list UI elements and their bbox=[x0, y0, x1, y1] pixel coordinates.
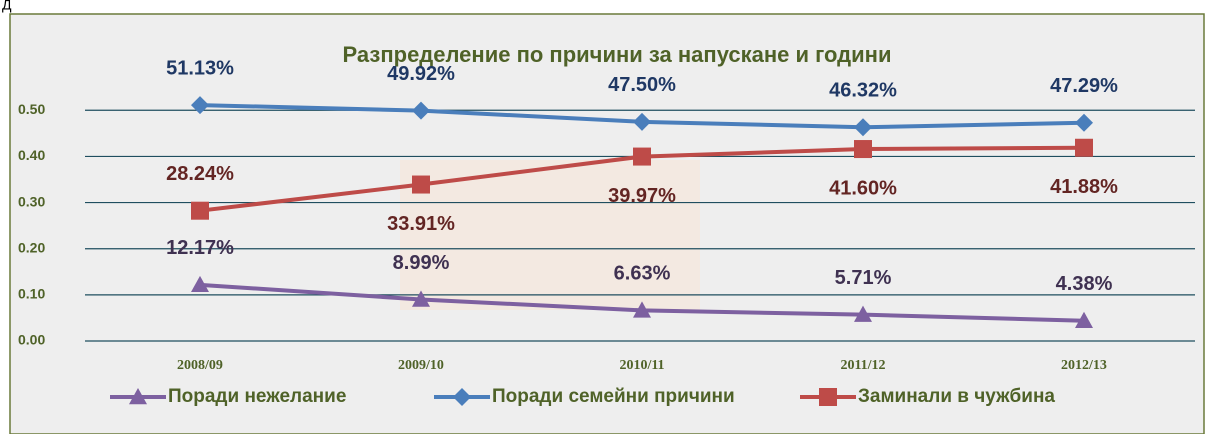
data-label: 39.97% bbox=[608, 185, 676, 207]
watermark bbox=[400, 160, 700, 310]
y-tick-label: 0.30 bbox=[18, 193, 45, 209]
x-tick-label: 2008/09 bbox=[177, 358, 223, 373]
data-point bbox=[412, 101, 430, 120]
x-tick-label: 2010/11 bbox=[619, 358, 664, 373]
legend-marker bbox=[819, 388, 837, 406]
data-label: 47.50% bbox=[608, 74, 676, 96]
data-label: 8.99% bbox=[393, 252, 450, 274]
data-label: 47.29% bbox=[1050, 75, 1118, 97]
y-tick-label: 0.40 bbox=[18, 147, 45, 163]
data-label: 12.17% bbox=[166, 237, 234, 259]
data-point bbox=[191, 275, 209, 293]
data-point bbox=[633, 147, 651, 166]
data-point bbox=[191, 96, 209, 115]
data-label: 41.88% bbox=[1050, 176, 1118, 198]
data-point bbox=[1075, 138, 1093, 157]
data-label: 4.38% bbox=[1056, 273, 1113, 295]
legend-marker bbox=[453, 388, 471, 406]
data-point bbox=[633, 301, 651, 318]
data-point bbox=[854, 140, 872, 159]
data-label: 46.32% bbox=[829, 80, 897, 102]
data-point bbox=[1075, 311, 1093, 328]
data-point bbox=[854, 118, 872, 137]
x-tick-label: 2011/12 bbox=[840, 358, 885, 373]
data-point bbox=[633, 112, 651, 131]
data-label: 5.71% bbox=[835, 267, 892, 289]
y-tick-label: 0.20 bbox=[18, 239, 45, 255]
data-point bbox=[191, 201, 209, 220]
legend-label: Поради нежелание bbox=[168, 386, 346, 407]
data-point bbox=[854, 305, 872, 322]
data-label: 33.91% bbox=[387, 213, 455, 235]
data-point bbox=[412, 175, 430, 194]
legend-marker bbox=[129, 388, 147, 405]
legend-label: Поради семейни причини bbox=[492, 386, 735, 407]
x-tick-label: 2012/13 bbox=[1061, 358, 1107, 373]
corner-text: Д bbox=[2, 0, 12, 13]
data-label: 28.24% bbox=[166, 163, 234, 185]
data-label: 49.92% bbox=[387, 63, 455, 85]
y-tick-label: 0.00 bbox=[18, 332, 45, 348]
data-label: 51.13% bbox=[166, 57, 234, 79]
y-tick-label: 0.50 bbox=[18, 101, 45, 117]
data-label: 41.60% bbox=[829, 177, 897, 199]
data-label: 6.63% bbox=[614, 263, 671, 285]
legend-label: Заминали в чужбина bbox=[858, 386, 1055, 407]
data-point bbox=[1075, 113, 1093, 132]
chart-title: Разпределение по причини за напускане и … bbox=[343, 42, 892, 67]
y-tick-label: 0.10 bbox=[18, 286, 45, 302]
x-tick-label: 2009/10 bbox=[398, 358, 444, 373]
data-point bbox=[412, 290, 430, 307]
